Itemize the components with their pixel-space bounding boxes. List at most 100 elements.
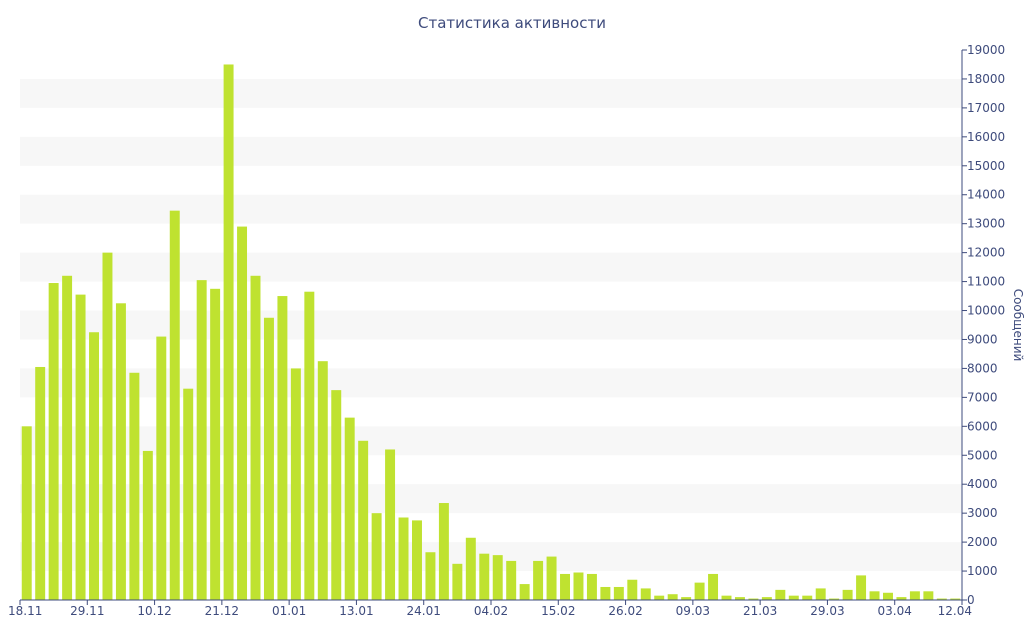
bar <box>425 552 436 600</box>
bar <box>761 597 772 600</box>
bar <box>775 589 786 600</box>
grid-band <box>20 194 962 224</box>
bar <box>708 573 719 600</box>
x-tick-label: 15.02 <box>541 604 575 618</box>
bar <box>358 440 369 600</box>
bar <box>263 317 274 600</box>
grid-band <box>20 78 962 108</box>
bar <box>546 556 557 600</box>
y-tick-label: 16000 <box>967 130 1005 144</box>
bar <box>950 598 961 600</box>
bar <box>102 252 113 600</box>
x-tick-label: 09.03 <box>676 604 710 618</box>
bar <box>519 584 530 600</box>
bar <box>412 520 422 600</box>
bar <box>156 336 167 600</box>
y-tick-label: 11000 <box>967 275 1005 289</box>
y-tick-label: 10000 <box>967 304 1005 318</box>
y-tick-label: 17000 <box>967 101 1005 115</box>
bar <box>829 598 840 600</box>
bar <box>398 517 409 600</box>
x-tick-label: 12.04 <box>938 604 972 618</box>
bar <box>438 503 449 600</box>
bar <box>290 368 301 600</box>
bar <box>304 291 315 600</box>
chart-title: Статистика активности <box>418 14 606 32</box>
bar <box>856 575 867 600</box>
x-tick-label: 21.12 <box>205 604 239 618</box>
bar <box>721 595 732 600</box>
bar <box>560 573 570 600</box>
x-tick-label: 01.01 <box>272 604 306 618</box>
y-tick-label: 19000 <box>967 43 1005 57</box>
bar <box>250 275 261 600</box>
bar <box>129 372 140 600</box>
bar <box>115 303 126 600</box>
y-tick-label: 15000 <box>967 159 1005 173</box>
y-tick-label: 9000 <box>967 332 998 346</box>
bar <box>75 294 86 600</box>
bar <box>586 573 597 600</box>
y-tick-label: 5000 <box>967 448 998 462</box>
x-tick-label: 24.01 <box>407 604 441 618</box>
bar <box>883 592 893 600</box>
bar <box>479 553 490 600</box>
bar <box>492 555 503 600</box>
y-tick-label: 1000 <box>967 564 998 578</box>
bar <box>142 450 153 600</box>
bar <box>573 572 584 600</box>
y-tick-label: 2000 <box>967 535 998 549</box>
bar <box>277 296 288 600</box>
bar <box>385 449 396 600</box>
bar <box>196 280 207 600</box>
bar <box>169 210 180 600</box>
x-tick-label: 03.04 <box>878 604 912 618</box>
y-tick-label: 18000 <box>967 72 1005 86</box>
y-tick-label: 8000 <box>967 361 998 375</box>
grid-band <box>20 310 962 340</box>
bar <box>237 226 248 600</box>
bar <box>681 597 692 600</box>
bar <box>533 560 544 600</box>
grid-band <box>20 252 962 282</box>
x-tick-label: 26.02 <box>608 604 642 618</box>
bar <box>62 275 73 600</box>
bar <box>654 595 665 600</box>
x-tick-label: 04.02 <box>474 604 508 618</box>
bar <box>627 579 638 600</box>
bar <box>788 595 799 600</box>
x-tick-label: 10.12 <box>137 604 171 618</box>
y-tick-label: 7000 <box>967 390 998 404</box>
bar <box>923 591 934 600</box>
y-tick-label: 13000 <box>967 217 1005 231</box>
bar <box>371 513 382 600</box>
bar <box>344 417 355 600</box>
x-tick-label: 29.11 <box>70 604 104 618</box>
bar <box>802 595 813 600</box>
x-tick-label: 13.01 <box>339 604 373 618</box>
bar <box>936 598 947 600</box>
y-axis-title: Сообщений <box>1011 289 1024 362</box>
x-tick-label: 18.11 <box>8 604 42 618</box>
y-tick-label: 4000 <box>967 477 998 491</box>
bar <box>640 588 651 600</box>
bar <box>909 591 920 600</box>
y-tick-label: 12000 <box>967 246 1005 260</box>
grid-band <box>20 136 962 166</box>
y-tick-label: 3000 <box>967 506 998 520</box>
bar <box>89 332 99 600</box>
bar <box>48 283 59 600</box>
bar <box>21 426 32 600</box>
bar <box>694 582 705 600</box>
y-tick-label: 0 <box>967 593 975 607</box>
bar <box>842 589 853 600</box>
bar <box>317 361 328 600</box>
bar <box>506 560 517 600</box>
bar <box>35 366 46 600</box>
bar <box>667 594 678 600</box>
bar <box>869 591 880 600</box>
bar <box>331 390 342 600</box>
y-tick-label: 6000 <box>967 419 998 433</box>
